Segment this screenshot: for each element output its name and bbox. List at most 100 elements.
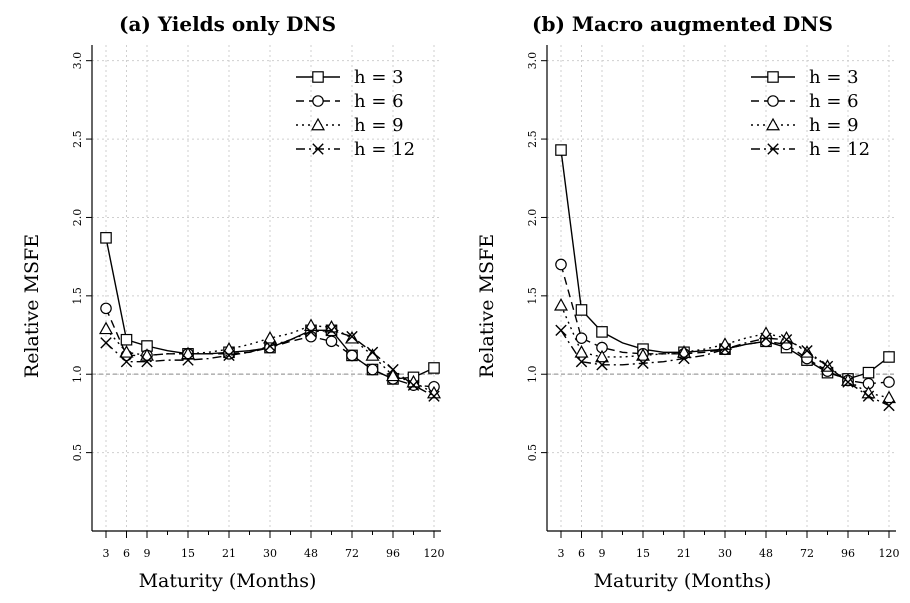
x-tick-label: 72 (345, 547, 359, 560)
x-tick-label: 21 (677, 547, 691, 560)
data-point (119, 345, 134, 358)
data-point (264, 341, 276, 354)
x-tick-label: 6 (578, 547, 585, 560)
legend-label: h = 12 (809, 139, 870, 160)
data-point (305, 326, 317, 338)
chart-title: (b) Macro augmented DNS (532, 12, 833, 36)
x-tick-label: 15 (636, 547, 650, 560)
x-tick-label: 3 (558, 547, 565, 560)
legend-label: h = 3 (809, 67, 859, 88)
x-tick-label: 120 (879, 547, 900, 560)
series-3 (99, 318, 441, 399)
data-point (140, 348, 154, 361)
data-point (801, 345, 813, 357)
data-point (636, 348, 650, 361)
data-point (821, 360, 834, 373)
data-point (181, 346, 195, 360)
panel-b: (b) Macro augmented DNS Relative MSFE Ma… (455, 0, 910, 603)
data-point (100, 337, 112, 349)
data-point (883, 376, 895, 388)
y-tick-label: 3.0 (526, 52, 539, 69)
legend-label: h = 6 (809, 91, 859, 112)
data-point (554, 298, 568, 311)
data-point (780, 334, 793, 346)
data-point (428, 390, 440, 402)
data-point (182, 354, 194, 366)
data-point (386, 368, 400, 382)
data-point (325, 324, 338, 337)
data-point (677, 345, 691, 358)
x-axis-label: Maturity (Months) (138, 570, 317, 592)
data-point (759, 326, 773, 339)
data-point (100, 302, 112, 315)
data-point (842, 376, 854, 388)
y-tick-label: 1.5 (526, 287, 539, 305)
data-point (555, 144, 567, 156)
data-point (862, 366, 875, 379)
data-point (883, 351, 895, 363)
series-line (560, 329, 890, 407)
data-point (387, 363, 399, 376)
data-point (637, 357, 649, 369)
data-point (325, 335, 338, 348)
legend-label: h = 9 (354, 115, 404, 136)
data-point (222, 341, 236, 355)
data-point (346, 349, 358, 362)
series-4 (100, 324, 440, 402)
chart-plot: 0.5 1.0 1.5 2.0 2.5 3.0 3 6 9 15 21 30 48 72 96 120 h = … (71, 45, 445, 560)
x-tick-label: 48 (304, 547, 318, 560)
chart-plot: 0.5 1.0 1.5 2.0 2.5 3.0 3 6 9 15 21 30 48 72 96 120 h = … (526, 45, 900, 560)
x-tick-label: 9 (599, 547, 606, 560)
data-point (407, 379, 420, 391)
data-point (366, 363, 379, 376)
y-tick-label: 2.5 (71, 130, 84, 148)
y-tick-label: 2.0 (71, 209, 84, 227)
x-tick-label: 9 (144, 547, 151, 560)
legend-marker (312, 95, 324, 107)
x-tick-label: 6 (123, 547, 130, 560)
data-point (223, 349, 235, 362)
x-tick-label: 96 (841, 547, 855, 560)
data-point (365, 348, 380, 361)
panel-a: (a) Yields only DNS Relative MSFE Maturi… (21, 12, 445, 592)
data-point (760, 332, 772, 344)
data-point (366, 346, 379, 358)
y-tick-label: 0.5 (526, 444, 539, 462)
data-point (882, 390, 896, 404)
legend-label: h = 6 (354, 91, 404, 112)
chart-title: (a) Yields only DNS (118, 12, 337, 36)
legend: h = 3 h = 6 h = 9 h = 12 (296, 67, 415, 160)
data-point (596, 326, 608, 338)
legend-label: h = 12 (354, 139, 415, 160)
y-tick-label: 1.5 (71, 287, 84, 305)
y-tick-label: 3.0 (71, 52, 84, 69)
data-point (883, 399, 895, 412)
x-tick-label: 72 (800, 547, 814, 560)
data-point (346, 330, 358, 343)
x-tick-label: 30 (263, 547, 277, 560)
legend-marker (311, 117, 325, 131)
legend-marker (767, 95, 779, 107)
data-point (575, 355, 588, 368)
y-tick-label: 2.5 (526, 130, 539, 148)
legend-marker (767, 143, 779, 155)
x-tick-label: 96 (386, 547, 400, 560)
legend: h = 3 h = 6 h = 9 h = 12 (751, 67, 870, 160)
data-point (719, 343, 731, 355)
legend-label: h = 3 (354, 67, 404, 88)
data-point (862, 390, 875, 402)
x-tick-label: 15 (181, 547, 195, 560)
data-point (141, 355, 153, 368)
data-point (575, 304, 588, 316)
data-point (575, 332, 588, 344)
y-tick-label: 2.0 (526, 209, 539, 227)
data-point (555, 258, 567, 271)
data-point (120, 333, 133, 346)
legend-label: h = 9 (809, 115, 859, 136)
y-tick-label: 1.0 (526, 365, 539, 383)
data-point (555, 324, 567, 337)
data-point (596, 359, 608, 371)
x-tick-label: 120 (424, 547, 445, 560)
data-point (263, 330, 277, 344)
series-4 (555, 324, 895, 412)
